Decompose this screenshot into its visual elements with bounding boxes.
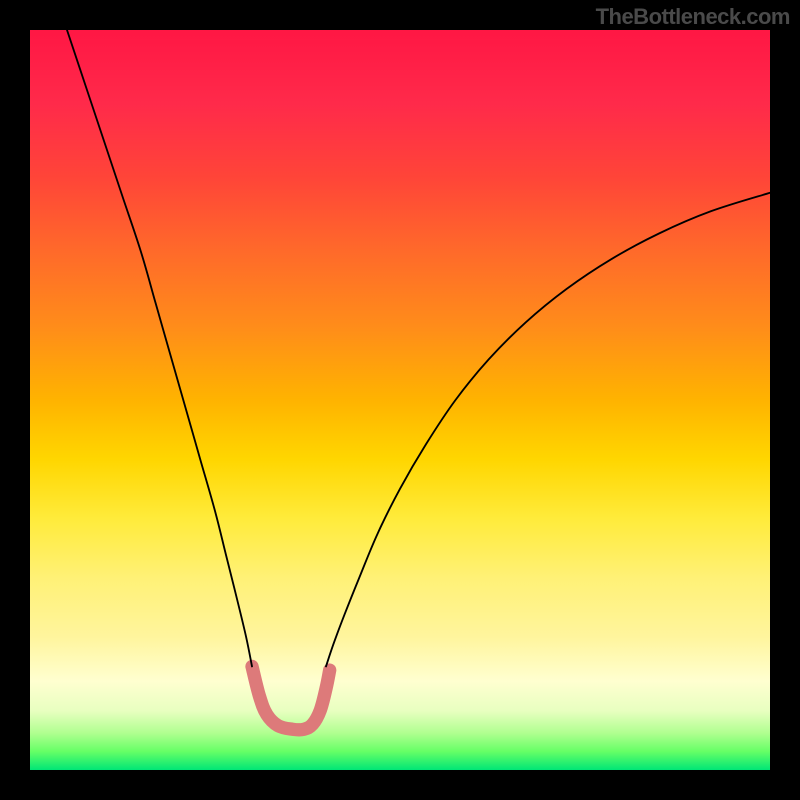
watermark-text: TheBottleneck.com — [596, 4, 790, 30]
curve-overlay — [30, 30, 770, 770]
highlight-segment — [252, 666, 330, 730]
curve-right — [326, 193, 770, 667]
plot-area — [30, 30, 770, 770]
chart-container: TheBottleneck.com — [0, 0, 800, 800]
curve-left — [67, 30, 252, 666]
